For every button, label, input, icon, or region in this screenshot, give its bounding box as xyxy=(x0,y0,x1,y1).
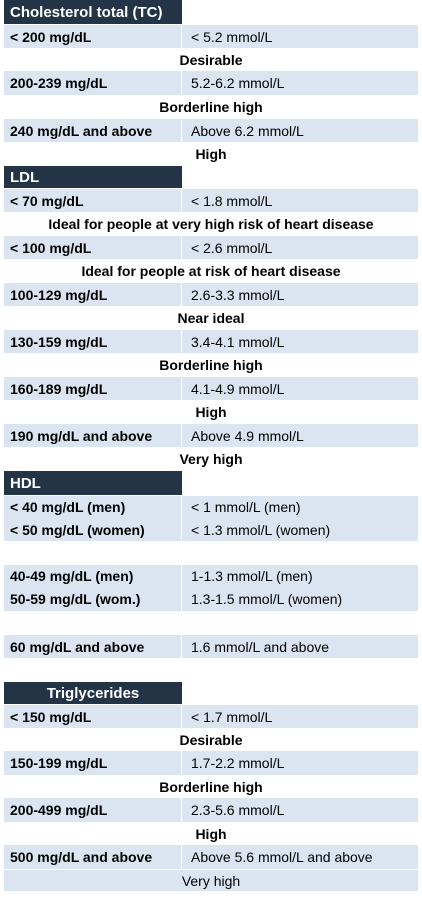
mg-cell: 240 mg/dL and above xyxy=(4,119,182,142)
mg-cell: < 150 mg/dL xyxy=(4,705,182,728)
table-row: < 150 mg/dL < 1.7 mmol/L xyxy=(4,704,418,728)
mmol-cell: Above 4.9 mmol/L xyxy=(191,427,304,444)
range-label: Near ideal xyxy=(4,306,418,330)
table-row: < 70 mg/dL < 1.8 mmol/L xyxy=(4,188,418,212)
table-row: 100-129 mg/dL 2.6-3.3 mmol/L xyxy=(4,283,418,306)
range-label: Desirable xyxy=(4,728,418,751)
range-label: High xyxy=(4,400,418,424)
mmol-cell: 1.6 mmol/L and above xyxy=(191,638,330,655)
range-label: Very high xyxy=(4,869,418,891)
table-row: < 100 mg/dL < 2.6 mmol/L xyxy=(4,236,418,259)
table-row: 240 mg/dL and above Above 6.2 mmol/L xyxy=(4,119,418,142)
spacer-row xyxy=(4,658,418,682)
mg-cell: < 100 mg/dL xyxy=(4,236,182,259)
mg-cell: 60 mg/dL and above xyxy=(4,635,182,658)
mg-cell: 190 mg/dL and above xyxy=(4,424,182,447)
table-row: 190 mg/dL and above Above 4.9 mmol/L xyxy=(4,424,418,447)
mg-cell: < 70 mg/dL xyxy=(4,189,182,212)
mg-men: 40-49 mg/dL (men) xyxy=(10,568,134,584)
range-label: Ideal for people at very high risk of he… xyxy=(4,212,418,236)
mg-women: < 50 mg/dL (women) xyxy=(10,521,145,538)
range-label: Ideal for people at risk of heart diseas… xyxy=(4,259,418,283)
mmol-women: < 1.3 mmol/L (women) xyxy=(191,521,331,538)
table-row: 200-239 mg/dL 5.2-6.2 mmol/L xyxy=(4,71,418,95)
table-row: 150-199 mg/dL 1.7-2.2 mmol/L xyxy=(4,751,418,775)
table-row: 160-189 mg/dL 4.1-4.9 mmol/L xyxy=(4,377,418,400)
tg-section-header: Triglycerides xyxy=(4,682,182,704)
ldl-section-header: LDL xyxy=(4,166,182,188)
mmol-cell: 1-1.3 mmol/L (men) 1.3-1.5 mmol/L (women… xyxy=(182,565,418,611)
mmol-cell: < 1 mmol/L (men) < 1.3 mmol/L (women) xyxy=(182,496,418,541)
table-row: 130-159 mg/dL 3.4-4.1 mmol/L xyxy=(4,330,418,353)
mmol-cell: < 1.7 mmol/L xyxy=(191,708,273,725)
mmol-cell: < 2.6 mmol/L xyxy=(191,239,273,256)
table-row: 500 mg/dL and above Above 5.6 mmol/L and… xyxy=(4,845,418,869)
mmol-women: 1.3-1.5 mmol/L (women) xyxy=(191,591,343,607)
range-label: Borderline high xyxy=(4,775,418,798)
mmol-cell: 3.4-4.1 mmol/L xyxy=(191,333,285,350)
mmol-cell: < 1.8 mmol/L xyxy=(191,192,273,209)
range-label: High xyxy=(4,142,418,166)
mmol-cell: Above 6.2 mmol/L xyxy=(191,122,304,139)
range-label: Very high xyxy=(4,447,418,471)
mmol-cell: 2.6-3.3 mmol/L xyxy=(191,286,285,303)
mg-cell: 40-49 mg/dL (men) 50-59 mg/dL (wom.) xyxy=(4,565,182,611)
table-row: < 40 mg/dL (men) < 50 mg/dL (women) < 1 … xyxy=(4,495,418,541)
range-label: Borderline high xyxy=(4,353,418,377)
tc-section-header: Cholesterol total (TC) xyxy=(4,0,182,24)
range-label: Borderline high xyxy=(4,95,418,119)
mmol-cell: < 5.2 mmol/L xyxy=(191,28,273,45)
mg-women: 50-59 mg/dL (wom.) xyxy=(10,591,141,607)
mmol-cell: 2.3-5.6 mmol/L xyxy=(191,802,285,818)
table-row: 60 mg/dL and above 1.6 mmol/L and above xyxy=(4,635,418,658)
mmol-cell: Above 5.6 mmol/L and above xyxy=(191,849,373,865)
table-row: 200-499 mg/dL 2.3-5.6 mmol/L xyxy=(4,798,418,822)
mmol-cell: 4.1-4.9 mmol/L xyxy=(191,380,285,397)
spacer-row xyxy=(4,541,418,565)
mg-cell: < 200 mg/dL xyxy=(4,25,182,48)
mmol-men: < 1 mmol/L (men) xyxy=(191,498,301,515)
mmol-men: 1-1.3 mmol/L (men) xyxy=(191,568,313,584)
mg-cell: 200-239 mg/dL xyxy=(4,71,182,95)
spacer-row xyxy=(4,611,418,635)
mmol-cell: 1.7-2.2 mmol/L xyxy=(191,755,285,771)
range-label: High xyxy=(4,822,418,845)
mg-men: < 40 mg/dL (men) xyxy=(10,498,126,515)
mg-cell: < 40 mg/dL (men) < 50 mg/dL (women) xyxy=(4,496,182,541)
mg-cell: 150-199 mg/dL xyxy=(4,751,182,775)
hdl-section-header: HDL xyxy=(4,471,182,495)
mg-cell: 100-129 mg/dL xyxy=(4,283,182,306)
range-label: Desirable xyxy=(4,48,418,71)
mg-cell: 500 mg/dL and above xyxy=(4,845,182,869)
mg-cell: 130-159 mg/dL xyxy=(4,330,182,353)
table-row: 40-49 mg/dL (men) 50-59 mg/dL (wom.) 1-1… xyxy=(4,565,418,611)
table-row: < 200 mg/dL < 5.2 mmol/L xyxy=(4,24,418,48)
mg-cell: 160-189 mg/dL xyxy=(4,377,182,400)
mmol-cell: 5.2-6.2 mmol/L xyxy=(191,75,285,91)
mg-cell: 200-499 mg/dL xyxy=(4,798,182,822)
